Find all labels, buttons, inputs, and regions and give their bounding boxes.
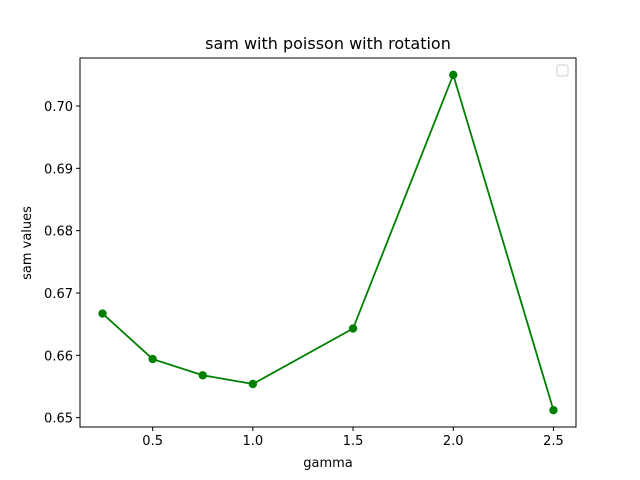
chart-title: sam with poisson with rotation — [205, 34, 451, 53]
data-point — [549, 405, 558, 415]
x-axis-label: gamma — [303, 456, 353, 471]
y-tick-label: 0.69 — [44, 162, 73, 177]
y-tick-label: 0.65 — [44, 412, 73, 427]
y-tick-label: 0.68 — [44, 225, 73, 240]
legend-box — [556, 64, 569, 77]
x-tick-label: 1.5 — [343, 434, 364, 449]
data-point — [449, 70, 458, 80]
data-point — [148, 354, 157, 364]
data-point — [248, 379, 258, 389]
x-tick-label: 2.5 — [543, 434, 564, 449]
data-point — [348, 324, 358, 333]
data-point — [98, 309, 107, 318]
data-point — [198, 371, 207, 380]
x-tick-label: 1.0 — [243, 434, 264, 449]
axes-frame — [79, 57, 577, 428]
x-tick-label: 0.5 — [142, 434, 163, 449]
y-tick-label: 0.67 — [44, 287, 73, 302]
y-tick-label: 0.70 — [44, 100, 73, 115]
x-tick-label: 2.0 — [443, 434, 464, 449]
plot-area: 0.5 1.0 1.5 2.0 2.5 0.65 0.66 0.67 0.68 0.69 0.70 — [44, 57, 577, 449]
y-axis-label: sam values — [20, 206, 35, 280]
y-tick-label: 0.66 — [44, 349, 73, 364]
